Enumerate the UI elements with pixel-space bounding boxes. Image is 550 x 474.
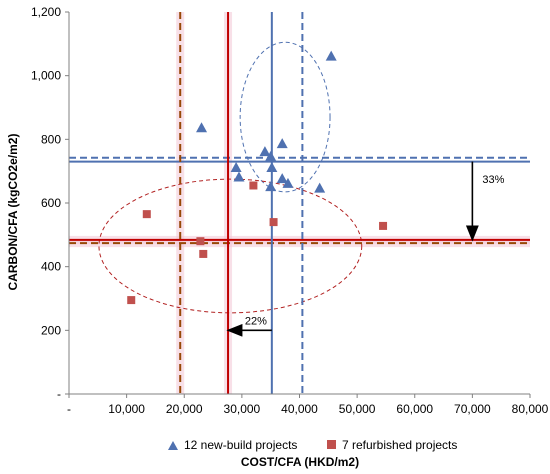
annotations: 33% 22%: [226, 161, 505, 337]
new-build-point: [266, 161, 278, 172]
annotation-label-0: 33%: [482, 174, 504, 186]
y-tick-label: 1,200: [31, 5, 61, 19]
x-tick-label: 10,000: [108, 402, 145, 416]
legend: 12 new-build projects 7 refurbished proj…: [168, 438, 457, 452]
legend-label-new-build: 12 new-build projects: [184, 438, 297, 452]
new-build-point: [196, 122, 208, 133]
new-build-point: [265, 181, 277, 192]
new-build-point: [276, 138, 288, 149]
new-build-point: [265, 150, 277, 161]
refurbished-point: [196, 237, 205, 246]
axes: - 200 400 600 800 1,000 1,200 - 10,000 20,000 30,0…: [31, 5, 549, 416]
new-build-point: [276, 173, 288, 184]
x-tick-label: 50,000: [339, 402, 376, 416]
new-build-point: [259, 146, 271, 157]
cluster-ellipse-1: [98, 178, 363, 314]
plot-area: [69, 12, 530, 394]
refurbished-point: [199, 249, 208, 258]
highlight-band-h-3: [69, 239, 530, 248]
legend-label-refurbished: 7 refurbished projects: [342, 438, 457, 452]
data-points: [127, 50, 388, 305]
x-tick-label: 80,000: [512, 402, 549, 416]
legend-marker-new-build: [168, 441, 178, 450]
x-tick-label: 40,000: [281, 402, 318, 416]
y-tick-label: 400: [41, 260, 61, 274]
y-tick-label: 800: [41, 132, 61, 146]
plot-background: [69, 12, 530, 394]
y-axis-title: CARBON/CFA (kgCO2e/m2): [6, 134, 20, 291]
y-tick-label: 200: [41, 323, 61, 337]
y-tick-label: -: [57, 387, 61, 401]
refurbished-point: [379, 221, 388, 230]
y-tick-label: 600: [41, 196, 61, 210]
new-build-point: [325, 50, 337, 61]
annotation-label-1: 22%: [245, 315, 267, 327]
x-tick-label: 20,000: [166, 402, 203, 416]
new-build-point: [230, 161, 242, 172]
new-build-point: [282, 177, 294, 188]
x-tick-label: 60,000: [396, 402, 433, 416]
legend-marker-refurbished: [327, 440, 336, 449]
x-tick-label: 30,000: [224, 402, 261, 416]
x-tick-label: -: [67, 402, 71, 416]
x-axis-title: COST/CFA (HKD/m2): [241, 455, 359, 469]
y-tick-label: 1,000: [31, 69, 61, 83]
cluster-ellipses: [98, 41, 363, 314]
new-build-point: [233, 171, 245, 182]
refurbished-point: [142, 210, 151, 219]
refurbished-point: [269, 218, 278, 227]
refurbished-point: [249, 181, 258, 190]
x-tick-label: 70,000: [454, 402, 491, 416]
new-build-point: [314, 182, 326, 193]
cluster-ellipse-0: [239, 41, 331, 193]
refurbished-point: [127, 296, 136, 305]
